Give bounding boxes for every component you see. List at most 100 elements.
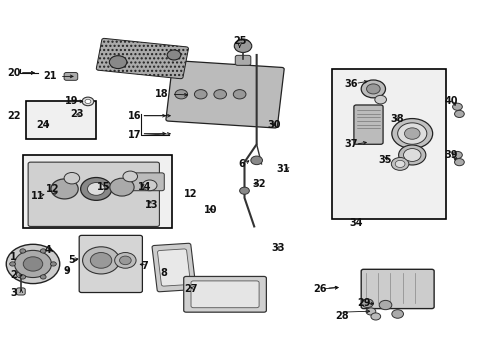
Text: 39: 39 <box>444 150 457 160</box>
Circle shape <box>51 179 78 199</box>
Circle shape <box>361 299 372 307</box>
FancyBboxPatch shape <box>64 72 78 80</box>
Circle shape <box>403 149 420 161</box>
Circle shape <box>17 271 25 278</box>
Text: 33: 33 <box>271 243 285 253</box>
Circle shape <box>404 128 419 139</box>
Text: 22: 22 <box>7 111 20 121</box>
FancyBboxPatch shape <box>235 55 250 65</box>
Text: 10: 10 <box>203 205 217 215</box>
Text: 12: 12 <box>45 184 59 194</box>
Text: 18: 18 <box>155 89 168 99</box>
FancyBboxPatch shape <box>191 281 259 308</box>
Text: 40: 40 <box>444 96 457 107</box>
Circle shape <box>110 178 134 196</box>
Circle shape <box>87 183 105 195</box>
Text: 5: 5 <box>68 255 75 265</box>
FancyBboxPatch shape <box>183 276 266 312</box>
Circle shape <box>398 145 425 165</box>
Circle shape <box>370 313 380 320</box>
Circle shape <box>167 50 181 60</box>
Text: 7: 7 <box>141 261 148 271</box>
Text: 23: 23 <box>70 109 83 119</box>
Text: 32: 32 <box>252 179 265 189</box>
FancyBboxPatch shape <box>165 60 284 128</box>
Circle shape <box>82 97 94 106</box>
Text: 12: 12 <box>184 189 197 199</box>
Text: 26: 26 <box>312 284 326 294</box>
Circle shape <box>394 160 404 167</box>
Circle shape <box>452 103 461 111</box>
Text: 27: 27 <box>184 284 197 294</box>
Text: 17: 17 <box>128 130 142 140</box>
Circle shape <box>109 56 126 68</box>
Text: 31: 31 <box>276 164 289 174</box>
Text: 35: 35 <box>378 156 391 165</box>
Text: 2: 2 <box>10 270 17 280</box>
Circle shape <box>390 157 408 170</box>
Circle shape <box>239 187 249 194</box>
Text: 14: 14 <box>138 182 151 192</box>
Text: 13: 13 <box>145 200 159 210</box>
Text: 9: 9 <box>63 266 70 276</box>
Circle shape <box>6 244 60 284</box>
Circle shape <box>40 275 46 279</box>
Circle shape <box>235 39 250 50</box>
Circle shape <box>374 95 386 104</box>
Text: 30: 30 <box>266 120 280 130</box>
Bar <box>331 69 446 219</box>
Text: 34: 34 <box>349 218 362 228</box>
Text: 3: 3 <box>10 288 17 297</box>
FancyBboxPatch shape <box>96 39 188 79</box>
Text: 16: 16 <box>128 111 142 121</box>
Circle shape <box>194 90 206 99</box>
Circle shape <box>85 99 91 104</box>
Text: 38: 38 <box>390 114 404 124</box>
Bar <box>23 155 171 228</box>
Circle shape <box>452 152 461 158</box>
Text: 1: 1 <box>10 252 17 262</box>
Circle shape <box>90 252 112 268</box>
Circle shape <box>23 257 42 271</box>
Text: 24: 24 <box>36 120 49 130</box>
Circle shape <box>361 80 385 98</box>
Circle shape <box>119 256 131 265</box>
Circle shape <box>81 177 112 201</box>
Circle shape <box>366 84 379 94</box>
Text: 8: 8 <box>161 268 167 278</box>
Circle shape <box>391 310 403 318</box>
FancyBboxPatch shape <box>28 162 159 226</box>
Text: 15: 15 <box>97 182 110 192</box>
Circle shape <box>213 90 226 99</box>
Circle shape <box>10 262 16 266</box>
Circle shape <box>378 300 391 310</box>
FancyBboxPatch shape <box>79 235 142 293</box>
FancyBboxPatch shape <box>130 173 164 191</box>
Circle shape <box>64 172 80 184</box>
Text: 11: 11 <box>31 191 44 201</box>
Text: 20: 20 <box>7 68 20 78</box>
Circle shape <box>391 118 432 149</box>
Text: 6: 6 <box>238 159 245 169</box>
Text: 28: 28 <box>334 311 348 321</box>
Circle shape <box>233 90 245 99</box>
Text: 21: 21 <box>43 71 57 81</box>
Circle shape <box>82 247 119 274</box>
Circle shape <box>15 250 51 278</box>
Text: 25: 25 <box>232 36 246 46</box>
Bar <box>26 102 96 139</box>
Circle shape <box>366 308 375 315</box>
Text: 4: 4 <box>44 245 51 255</box>
Text: 19: 19 <box>65 96 79 107</box>
Circle shape <box>454 158 463 166</box>
Circle shape <box>250 156 262 165</box>
Circle shape <box>115 252 136 268</box>
FancyBboxPatch shape <box>361 269 433 309</box>
Circle shape <box>397 123 426 144</box>
Circle shape <box>20 275 26 279</box>
Circle shape <box>142 180 157 191</box>
Circle shape <box>40 249 46 253</box>
FancyBboxPatch shape <box>152 243 196 292</box>
Text: 29: 29 <box>356 298 369 308</box>
Circle shape <box>122 171 137 182</box>
